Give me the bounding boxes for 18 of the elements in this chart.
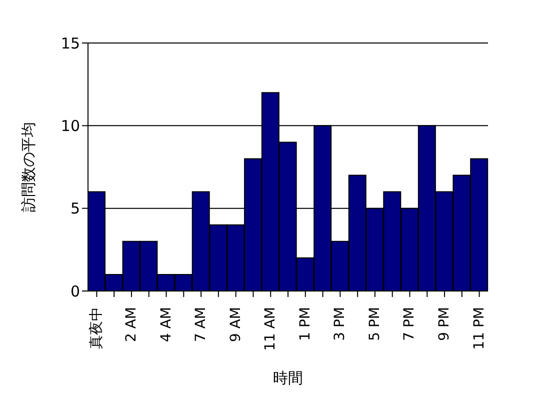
- x-tick-label: 7 AM: [193, 307, 210, 342]
- x-tick-label: 9 AM: [228, 307, 244, 342]
- x-tick-label: 9 PM: [436, 307, 453, 341]
- x-tick-label: 2 AM: [123, 307, 140, 342]
- y-tick-label: 0: [70, 282, 80, 300]
- x-tick-label: 11 AM: [262, 307, 279, 351]
- x-tick-label: 5 PM: [366, 307, 383, 341]
- x-axis-title: 時間: [273, 369, 303, 387]
- y-axis-title: 訪問数の平均: [19, 122, 38, 212]
- y-tick-label: 10: [60, 116, 80, 135]
- x-tick-label: 真夜中: [88, 307, 105, 349]
- x-tick-label: 4 AM: [158, 307, 174, 342]
- x-tick-label: 11 PM: [471, 307, 488, 350]
- y-tick-label: 15: [60, 34, 80, 52]
- x-tick-label: 3 PM: [332, 307, 348, 341]
- x-tick-label: 1 PM: [297, 307, 314, 341]
- y-tick-label: 5: [70, 200, 80, 218]
- x-tick-label: 7 PM: [402, 307, 418, 341]
